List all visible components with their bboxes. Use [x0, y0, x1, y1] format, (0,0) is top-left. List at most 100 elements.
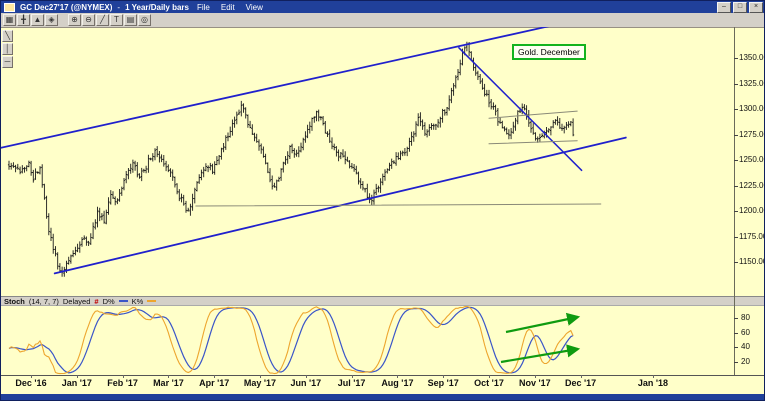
- month-tick-mark: [168, 375, 170, 378]
- flag-lower-gray: [488, 140, 578, 145]
- menu-file[interactable]: File: [196, 2, 210, 12]
- crosshair-icon[interactable]: ╋: [17, 14, 30, 26]
- toolbar: ▦ ╋ ▲ ◈ ⊕ ⊖ ╱ T ▤ ◎: [1, 13, 764, 28]
- price-chart-plot[interactable]: [1, 27, 736, 296]
- price-tick-label: 1200.00: [739, 206, 764, 216]
- month-label: Mar '17: [153, 378, 184, 388]
- month-label: Apr '17: [199, 378, 230, 388]
- price-tick-mark: [734, 185, 738, 187]
- window-title: GC Dec27'17 (@NYMEX): [20, 2, 113, 12]
- minimize-button[interactable]: –: [717, 1, 731, 13]
- month-label: Feb '17: [107, 378, 138, 388]
- month-label: Dec '16: [15, 378, 47, 388]
- month-label: May '17: [243, 378, 277, 388]
- price-tick-label: 1325.00: [739, 78, 764, 88]
- price-tick-label: 1175.00: [739, 231, 765, 241]
- chart-period-label: 1 Year/Daily bars: [125, 2, 189, 12]
- stoch-params: (14, 7, 7): [28, 296, 59, 306]
- price-axis-divider: [734, 27, 735, 375]
- stoch-bullish-arrow-lower: [500, 344, 581, 364]
- month-tick-mark: [580, 375, 582, 378]
- month-label: Sep '17: [427, 378, 459, 388]
- snap-icon[interactable]: ◈: [45, 14, 58, 26]
- close-button[interactable]: ×: [749, 1, 763, 13]
- stoch-d-label: D%: [102, 296, 115, 306]
- month-tick-mark: [534, 375, 536, 378]
- price-tick-label: 1350.00: [739, 53, 764, 62]
- time-axis: [1, 375, 764, 394]
- month-tick-mark: [397, 375, 399, 378]
- stoch-k-line-swatch-icon: [147, 300, 157, 302]
- chart-type-icon[interactable]: ▦: [3, 14, 16, 26]
- month-label: Jan '18: [637, 378, 669, 388]
- support-gray-long: [195, 203, 602, 207]
- stoch-bullish-arrow-upper: [505, 312, 581, 334]
- stoch-tick-mark: [734, 347, 738, 349]
- price-tick-mark: [734, 134, 738, 136]
- month-label: Jan '17: [61, 378, 92, 388]
- grid-icon[interactable]: ▤: [124, 14, 137, 26]
- month-tick-mark: [653, 375, 654, 378]
- stoch-k-line: [8, 306, 574, 375]
- month-label: Aug '17: [381, 378, 414, 388]
- price-tick-label: 1225.00: [739, 180, 764, 190]
- settings-icon[interactable]: ◎: [138, 14, 151, 26]
- stoch-tick-label: 60: [741, 327, 750, 337]
- stoch-delayed-label: Delayed: [62, 296, 91, 306]
- trendline-tool-icon[interactable]: ╱: [96, 14, 109, 26]
- month-label: Jul '17: [337, 378, 366, 388]
- bottom-status-bar: [1, 394, 764, 400]
- month-label: Nov '17: [518, 378, 551, 388]
- text-tool-icon[interactable]: T: [110, 14, 123, 26]
- price-tick-label: 1300.00: [739, 104, 764, 114]
- horizontal-line-tool-icon[interactable]: ─: [2, 56, 13, 68]
- stoch-tick-mark: [734, 318, 738, 319]
- month-label: Dec '17: [565, 378, 597, 388]
- price-tick-mark: [734, 109, 738, 111]
- month-tick-mark: [31, 375, 32, 378]
- month-label: Oct '17: [474, 378, 504, 388]
- price-tick-label: 1150.00: [739, 257, 765, 267]
- stoch-tick-mark: [734, 361, 738, 363]
- zoom-in-icon[interactable]: ⊕: [68, 14, 81, 26]
- price-tick-label: 1275.00: [739, 129, 764, 139]
- month-tick-mark: [214, 375, 216, 378]
- drawing-tools-palette: ╲ │ ─: [2, 30, 13, 68]
- stoch-tick-label: 40: [741, 342, 750, 352]
- price-tick-label: 1250.00: [739, 155, 764, 165]
- menu-view[interactable]: View: [245, 2, 263, 12]
- title-separator: -: [117, 2, 121, 12]
- stoch-plot[interactable]: [1, 306, 736, 375]
- stoch-d-line-swatch-icon: [118, 300, 128, 302]
- stoch-d-line: [8, 306, 574, 374]
- price-tick-mark: [734, 211, 738, 213]
- stoch-tick-label: 80: [741, 313, 750, 322]
- zoom-out-icon[interactable]: ⊖: [82, 14, 95, 26]
- pointer-icon[interactable]: ▲: [31, 14, 44, 26]
- menu-edit[interactable]: Edit: [220, 2, 235, 12]
- month-tick-mark: [443, 375, 445, 378]
- stoch-panel-header: Stoch (14, 7, 7) Delayed # D% K%: [1, 296, 764, 306]
- month-label: Jun '17: [290, 378, 322, 388]
- title-bar: GC Dec27'17 (@NYMEX) - 1 Year/Daily bars…: [1, 1, 764, 13]
- month-tick-mark: [76, 375, 78, 378]
- maximize-button[interactable]: □: [733, 1, 747, 13]
- month-tick-mark: [260, 375, 261, 378]
- month-tick-mark: [305, 375, 307, 378]
- vertical-line-tool-icon[interactable]: │: [2, 43, 13, 55]
- price-tick-mark: [734, 83, 738, 85]
- price-tick-mark: [734, 58, 738, 59]
- month-tick-mark: [351, 375, 353, 378]
- window-controls: – □ ×: [717, 1, 763, 13]
- delayed-marker-icon: #: [94, 296, 99, 306]
- chart-annotation-gold-december: Gold. December: [512, 44, 586, 60]
- channel-upper: [1, 27, 550, 149]
- month-tick-mark: [489, 375, 490, 378]
- diagonal-line-tool-icon[interactable]: ╲: [2, 30, 13, 42]
- stoch-tick-mark: [734, 332, 738, 334]
- stoch-tick-label: 20: [741, 356, 750, 366]
- app-icon: [4, 2, 15, 12]
- stoch-indicator-name: Stoch: [4, 296, 25, 306]
- stoch-k-label: K%: [131, 296, 144, 306]
